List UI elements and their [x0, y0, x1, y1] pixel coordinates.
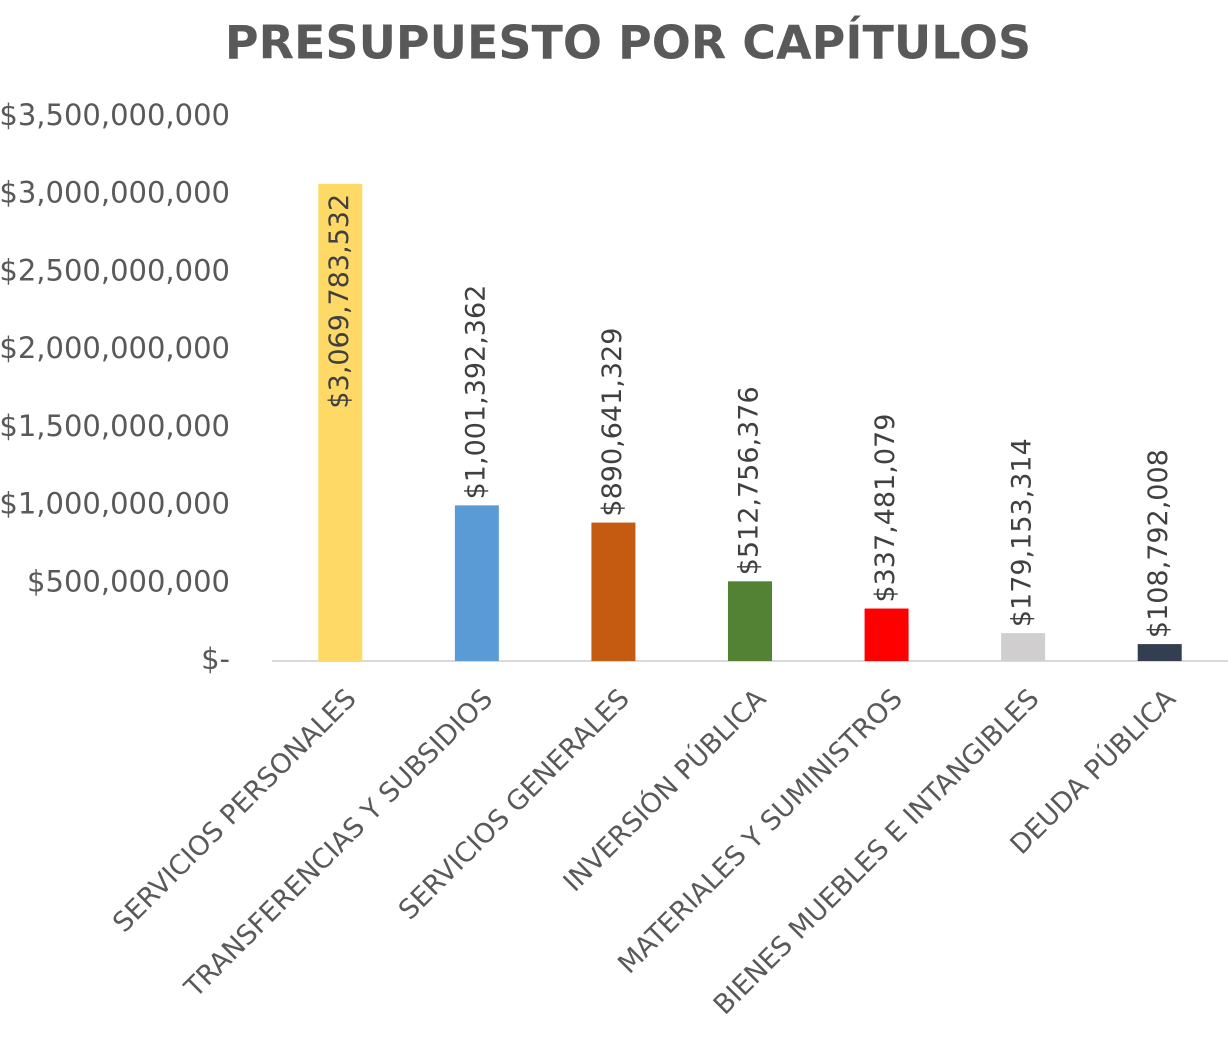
- bar: [318, 183, 363, 662]
- y-tick-label: $2,000,000,000: [0, 331, 230, 365]
- x-tick-label: MATERIALES Y SUMINISTROS: [612, 683, 909, 980]
- x-tick-label: SERVICIOS PERSONALES: [107, 683, 362, 938]
- bar: [454, 505, 499, 661]
- x-tick-label: TRANSFERENCIAS Y SUBSIDIOS: [178, 683, 499, 1004]
- y-tick-label: $500,000,000: [27, 564, 230, 598]
- x-tick-label: SERVICIOS GENERALES: [393, 683, 636, 926]
- y-tick-label: $1,000,000,000: [0, 487, 230, 521]
- value-label: $179,153,314: [1007, 438, 1038, 627]
- value-label: $337,481,079: [870, 414, 901, 603]
- value-label: $890,641,329: [597, 328, 628, 517]
- y-tick-label: $3,500,000,000: [0, 98, 230, 132]
- y-tick-label: $3,000,000,000: [0, 176, 230, 210]
- bar: [1137, 644, 1182, 661]
- y-tick-label: $2,500,000,000: [0, 253, 230, 287]
- bar: [864, 608, 909, 661]
- value-label: $512,756,376: [734, 386, 765, 575]
- value-label: $108,792,008: [1143, 449, 1174, 638]
- value-label: $3,069,783,532: [324, 194, 355, 409]
- value-label: $1,001,392,362: [460, 285, 491, 500]
- bar: [591, 522, 636, 661]
- y-tick-label: $-: [201, 642, 230, 676]
- bar: [1001, 633, 1046, 661]
- chart-title: PRESUPUESTO POR CAPÍTULOS: [225, 16, 1031, 70]
- y-tick-label: $1,500,000,000: [0, 409, 230, 443]
- bar: [728, 581, 772, 661]
